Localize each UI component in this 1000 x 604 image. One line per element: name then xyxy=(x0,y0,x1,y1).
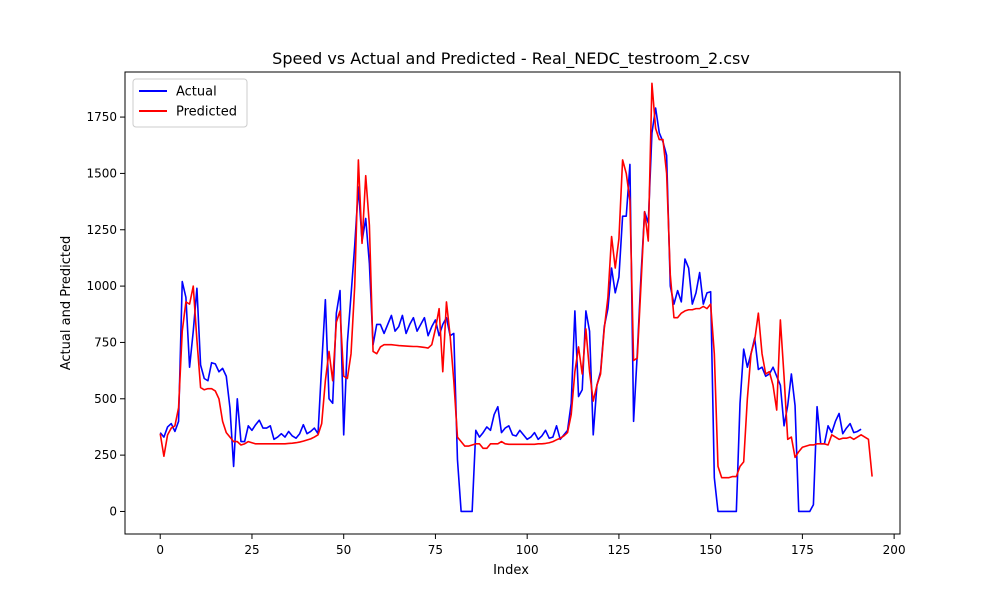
legend-label-predicted: Predicted xyxy=(176,105,237,120)
y-tick-label: 0 xyxy=(109,504,117,518)
y-tick-label: 1250 xyxy=(86,223,117,237)
y-tick-label: 1750 xyxy=(86,110,117,124)
plot-frame xyxy=(124,71,901,535)
y-tick-label: 1000 xyxy=(86,279,117,293)
x-tick-label: 175 xyxy=(791,543,814,557)
x-tick-label: 25 xyxy=(244,543,259,557)
x-tick-label: 200 xyxy=(883,543,906,557)
y-tick-label: 500 xyxy=(94,392,117,406)
y-axis-label: Actual and Predicted xyxy=(59,236,74,370)
x-tick-label: 50 xyxy=(336,543,351,557)
x-axis-label: Index xyxy=(493,563,529,578)
x-tick-label: 150 xyxy=(699,543,722,557)
series-line-actual xyxy=(159,107,862,513)
y-tick-label: 250 xyxy=(94,448,117,462)
y-tick-label: 1500 xyxy=(86,166,117,180)
y-tick-label: 750 xyxy=(94,335,117,349)
x-tick-label: 75 xyxy=(428,543,443,557)
chart-title: Speed vs Actual and Predicted - Real_NED… xyxy=(272,49,750,69)
x-tick-label: 125 xyxy=(607,543,630,557)
legend-label-actual: Actual xyxy=(176,85,217,100)
x-tick-label: 0 xyxy=(156,543,164,557)
x-tick-label: 100 xyxy=(516,543,539,557)
plot-area xyxy=(159,82,873,513)
series-line-predicted xyxy=(159,82,873,479)
legend: Actual Predicted xyxy=(132,78,248,128)
